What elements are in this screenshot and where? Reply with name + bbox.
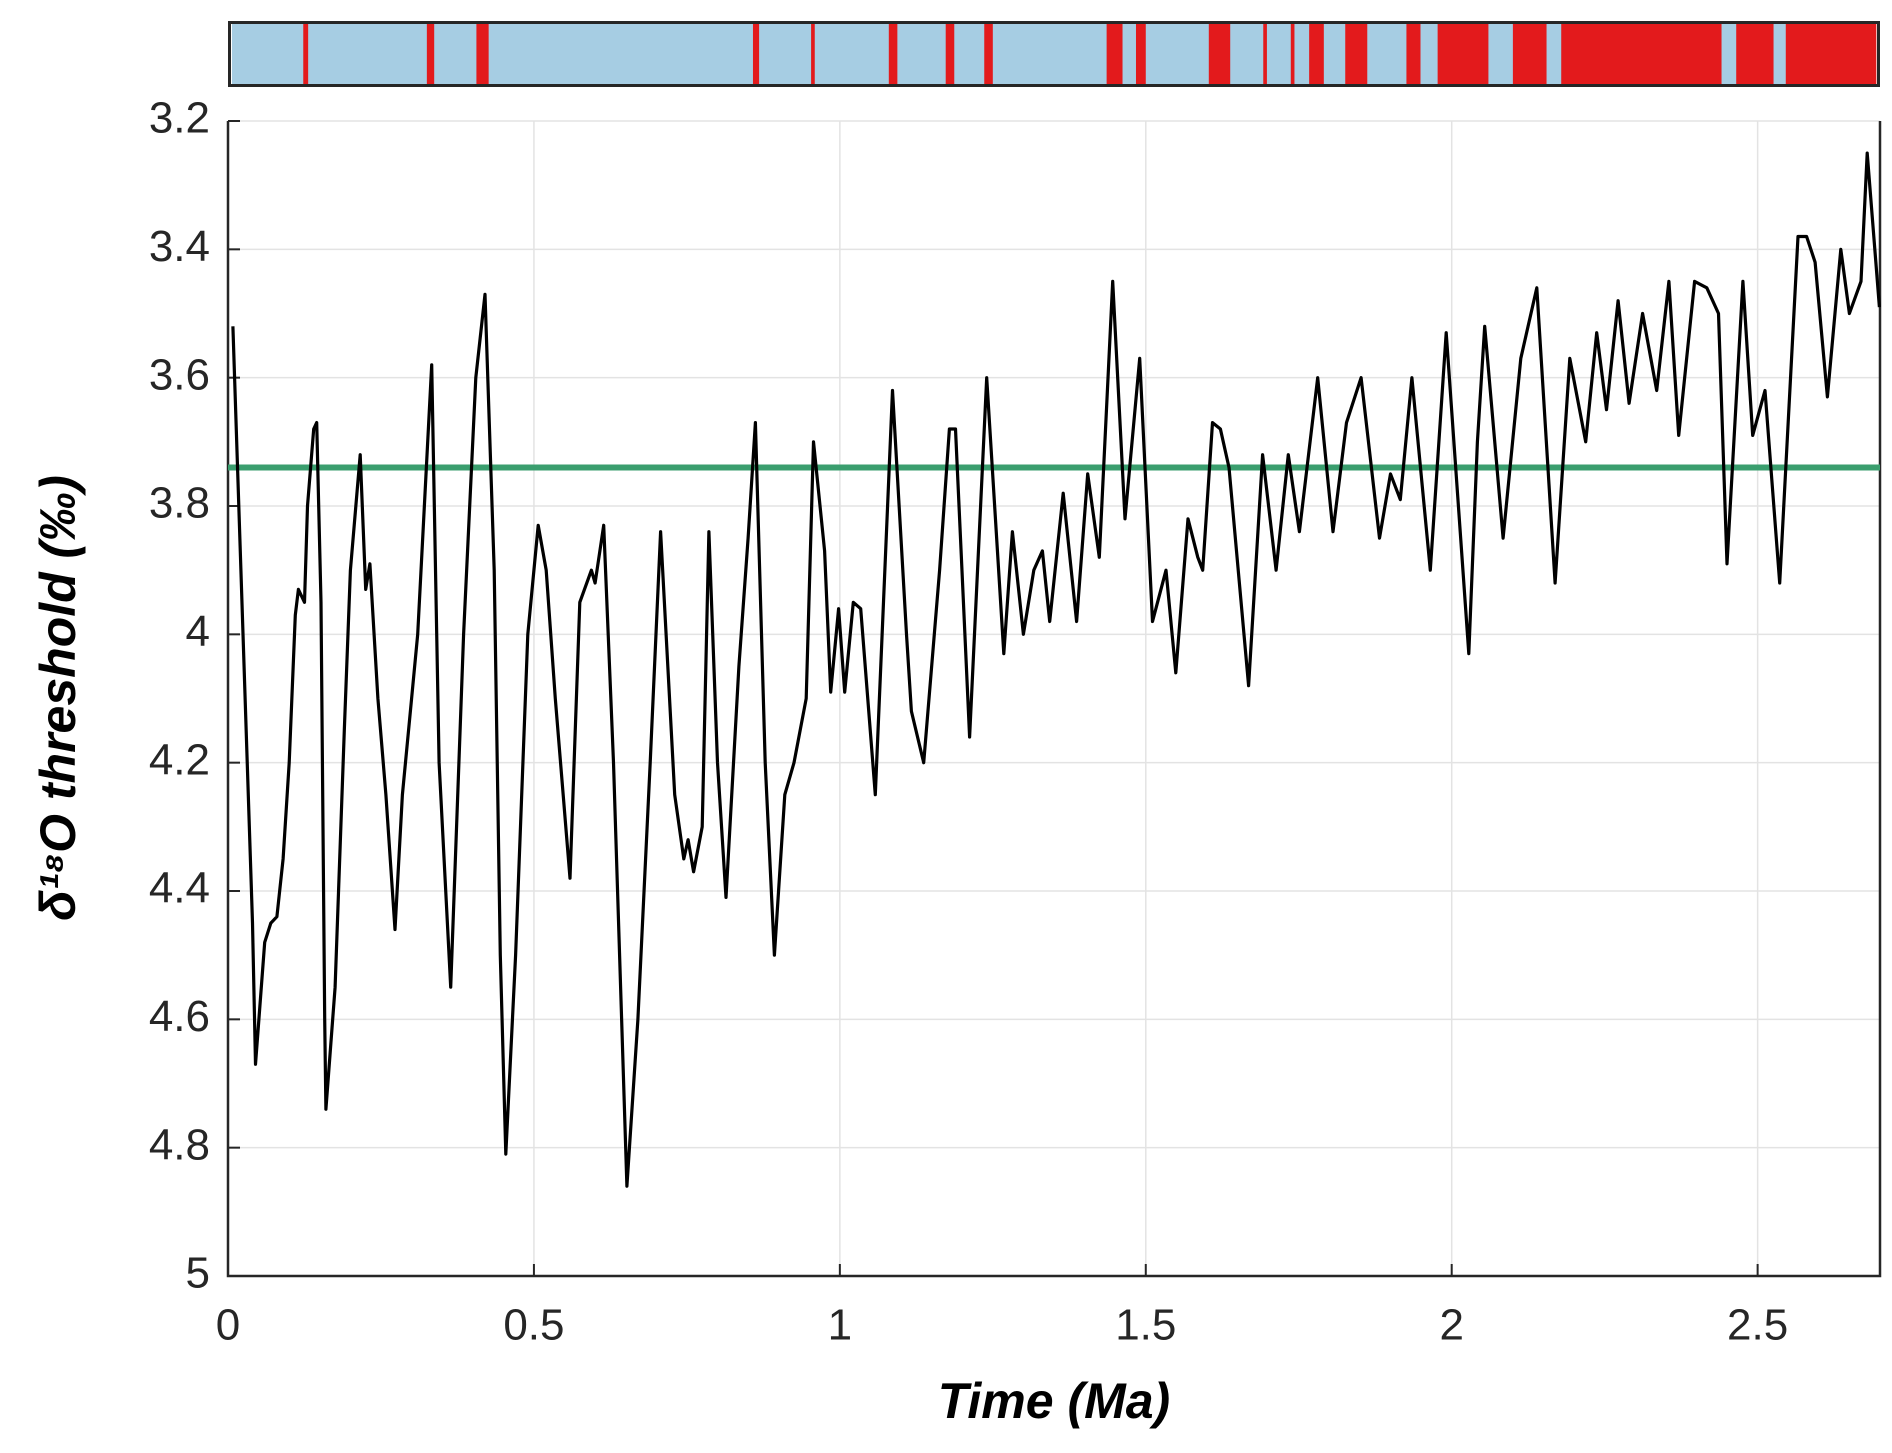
y-tick-label: 5 <box>186 1249 210 1298</box>
strip-frame <box>228 21 1880 87</box>
y-tick-label: 4.8 <box>149 1120 210 1169</box>
y-tick-label: 3.6 <box>149 350 210 399</box>
y-axis-label: δ¹⁸O threshold (‰) <box>30 475 86 921</box>
y-tick-label: 4 <box>186 607 210 656</box>
strip-interval <box>888 24 898 84</box>
strip-interval <box>1106 24 1123 84</box>
strip-interval <box>1208 24 1231 84</box>
strip-interval <box>1561 24 1722 84</box>
strip-interval <box>752 24 760 84</box>
strip-interval <box>1736 24 1774 84</box>
x-tick-label: 2 <box>1439 1301 1463 1350</box>
strip-interval <box>984 24 993 84</box>
data-line <box>231 151 1881 1188</box>
x-axis-label: Time (Ma) <box>938 1373 1170 1429</box>
x-tick-label: 1 <box>828 1301 852 1350</box>
x-tick-label: 2.5 <box>1727 1301 1788 1350</box>
y-tick-label: 4.6 <box>149 992 210 1041</box>
strip-interval <box>426 24 435 84</box>
y-tick-label: 4.4 <box>149 864 210 913</box>
strip-interval <box>1309 24 1324 84</box>
strip-interval <box>1512 24 1547 84</box>
x-tick-label: 0.5 <box>503 1301 564 1350</box>
strip-interval <box>1437 24 1489 84</box>
y-tick-label: 3.4 <box>149 222 210 271</box>
y-tick-label: 3.8 <box>149 479 210 528</box>
strip-interval <box>811 24 815 84</box>
strip-interval <box>1263 24 1267 84</box>
strip-interval <box>1345 24 1368 84</box>
strip-interval <box>1406 24 1421 84</box>
y-tick-label: 3.2 <box>149 94 210 143</box>
strip-interval <box>1290 24 1295 84</box>
strip-interval <box>476 24 489 84</box>
axes-frame <box>226 121 1882 1278</box>
strip-interval <box>1135 24 1146 84</box>
strip-interval <box>945 24 955 84</box>
strip-interval <box>303 24 309 84</box>
strip-interval <box>1785 24 1877 84</box>
y-tick-label: 4.2 <box>149 735 210 784</box>
x-tick-label: 0 <box>216 1301 240 1350</box>
x-tick-label: 1.5 <box>1115 1301 1176 1350</box>
